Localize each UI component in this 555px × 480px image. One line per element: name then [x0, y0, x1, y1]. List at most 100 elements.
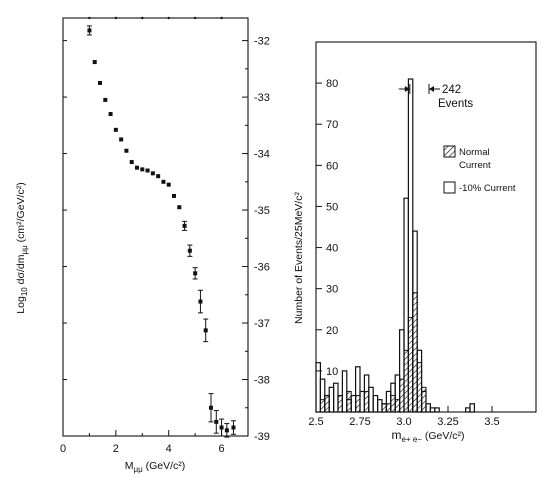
data-point	[182, 220, 188, 231]
right-plot-frame	[315, 41, 537, 413]
right-ytick-label: 40	[326, 243, 338, 255]
right-ytick-label: 50	[326, 201, 338, 213]
data-point	[129, 160, 134, 165]
annotation-value: 242	[442, 84, 461, 96]
hatched-bar	[412, 292, 418, 413]
open-bar	[469, 403, 476, 413]
point-marker	[150, 171, 155, 176]
point-marker	[198, 299, 203, 304]
data-point	[208, 393, 214, 423]
data-point	[172, 193, 176, 198]
point-marker	[87, 28, 92, 33]
hatched-bar	[324, 395, 330, 413]
point-marker	[98, 80, 102, 85]
left-ytick-label: -33	[254, 92, 270, 104]
open-bar	[315, 362, 322, 413]
legend-label-hatched-1: Normal	[459, 147, 490, 158]
hatched-bar	[381, 403, 387, 413]
left-xtick-label: 6	[219, 443, 225, 455]
right-ytick-label: 80	[326, 78, 338, 90]
point-marker	[103, 97, 108, 102]
left-top-tick	[193, 16, 197, 20]
annotation-arrowhead-left	[404, 86, 410, 92]
left-ytick-label: -38	[254, 375, 270, 387]
data-point	[230, 420, 236, 435]
hatched-bar	[363, 390, 370, 413]
left-top-tick	[114, 16, 118, 20]
right-chart: 10 20 30 40 50 60 70 80 2.5 2.75 3.0 3.25 3.5 Number …	[293, 41, 537, 444]
data-point	[135, 165, 139, 170]
left-top-tick	[141, 16, 144, 20]
point-marker	[224, 428, 229, 433]
right-xlabel-main: m	[391, 428, 401, 442]
hatched-bar	[346, 390, 352, 413]
open-bar	[328, 386, 335, 413]
point-marker	[209, 405, 213, 410]
right-xtick-label: 3.0	[396, 416, 411, 428]
left-xtick-label: 0	[60, 443, 66, 455]
point-marker	[129, 160, 134, 165]
hatched-bar	[337, 395, 343, 413]
left-xtick-label: 4	[166, 443, 172, 455]
point-marker	[135, 165, 139, 170]
left-ytick-label: -35	[254, 205, 270, 217]
right-ytick-label: 20	[326, 325, 338, 337]
data-point	[140, 167, 145, 172]
point-marker	[193, 271, 198, 276]
point-marker	[145, 168, 150, 173]
left-xlabel-unit: (GeV/c²)	[143, 460, 186, 472]
right-xlabel: me+ e− (GeV/c²)	[391, 428, 464, 444]
left-ytick-label: -32	[254, 36, 270, 48]
left-top-tick	[167, 16, 170, 20]
open-bar	[377, 399, 383, 413]
data-point	[197, 289, 203, 314]
hatched-bar	[403, 349, 409, 413]
data-point	[86, 25, 92, 36]
point-marker	[124, 148, 129, 153]
left-ytick-label: -39	[254, 431, 270, 443]
point-marker	[182, 223, 187, 228]
left-top-tick	[220, 16, 223, 20]
annotation-arrowhead-right	[429, 86, 434, 92]
hatched-bar	[416, 362, 423, 413]
left-ylabel-part: dσ/dm	[15, 254, 27, 287]
left-xtick-label: 2	[113, 443, 119, 455]
left-ylabel-part: Log	[15, 296, 27, 314]
data-point	[177, 205, 182, 210]
right-ytick-label: 70	[326, 119, 338, 131]
right-xtick-label: 2.75	[349, 416, 370, 428]
right-ylabel: Number of Events/25MeV/c²	[293, 192, 305, 324]
right-ytick-label: 60	[326, 160, 338, 172]
point-marker	[214, 419, 219, 424]
data-point	[98, 80, 102, 85]
point-marker	[108, 112, 113, 117]
left-ylabel-part: (cm²/GeV/c²)	[15, 182, 27, 245]
data-point	[108, 112, 113, 117]
point-marker	[166, 182, 171, 187]
legend-swatch-open	[443, 181, 456, 194]
data-point	[219, 418, 225, 437]
hatched-bar	[390, 395, 396, 413]
open-bar	[465, 407, 471, 413]
point-marker	[231, 425, 236, 430]
left-plot-frame	[62, 17, 249, 437]
left-top-tick	[88, 16, 91, 20]
data-point	[161, 179, 166, 184]
data-point	[156, 174, 161, 179]
open-bar	[412, 230, 418, 413]
hatched-bar	[399, 378, 405, 413]
right-ytick-label: 10	[326, 366, 338, 378]
data-point	[124, 148, 129, 153]
open-bar	[372, 394, 379, 413]
point-marker	[177, 205, 182, 210]
right-ytick-label: 30	[326, 284, 338, 296]
open-bar	[359, 390, 366, 413]
point-marker	[161, 179, 166, 184]
data-point	[113, 127, 118, 132]
data-point	[119, 137, 124, 142]
data-point	[213, 410, 219, 434]
annotation-text: Events	[438, 98, 473, 110]
legend-label-open: -10% Current	[459, 183, 516, 194]
